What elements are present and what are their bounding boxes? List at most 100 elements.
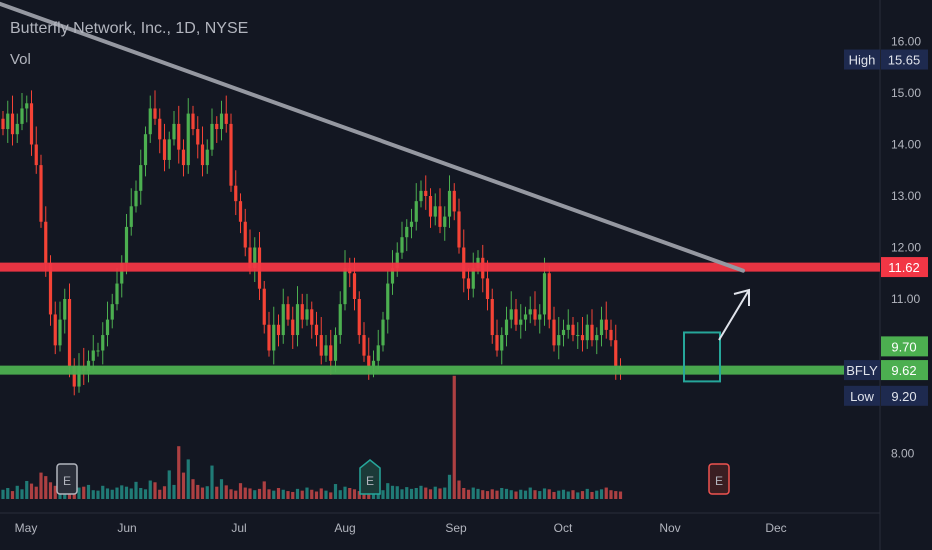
volume-bar: [82, 486, 86, 499]
volume-bar: [120, 485, 124, 499]
volume-bar: [319, 488, 323, 499]
price-axis-tags: High 15.65 11.62 9.70 BFLY 9.62 Low 9.20: [844, 49, 928, 406]
volume-bar: [447, 474, 452, 499]
earnings-marker[interactable]: E: [359, 459, 381, 495]
low-tag[interactable]: Low 9.20: [844, 385, 928, 406]
candle-body: [229, 123, 233, 186]
volume-bar: [542, 488, 547, 499]
candle-body: [191, 113, 195, 130]
highlight-box[interactable]: [683, 331, 721, 383]
candle-body: [447, 190, 452, 217]
candle-body: [333, 335, 338, 361]
current-price-tag-label: BFLY: [846, 363, 878, 378]
candle-body: [10, 113, 15, 135]
candle-body: [533, 309, 537, 320]
candle-body: [367, 355, 371, 366]
volume-bar: [162, 486, 167, 499]
candle-body: [595, 335, 599, 341]
volume-bar: [253, 490, 257, 499]
candlesticks: [1, 90, 623, 396]
support-tag[interactable]: 9.70: [881, 336, 928, 357]
volume-bar: [39, 472, 43, 499]
support-tag-value-bg: [881, 336, 928, 357]
current-price-tag[interactable]: BFLY 9.62: [844, 360, 928, 381]
volume-bar: [409, 488, 414, 499]
resistance-tag[interactable]: 11.62: [881, 257, 928, 278]
current-price-tag-value-bg: [881, 360, 928, 381]
volume-label: Vol: [10, 51, 31, 68]
volume-bar: [528, 487, 532, 499]
volume-bar: [367, 491, 371, 499]
candle-body: [604, 319, 608, 330]
candle-body: [514, 309, 518, 325]
volume-bar: [561, 489, 566, 499]
candle-body: [205, 149, 209, 166]
projection-arrow[interactable]: [718, 288, 750, 341]
volume-bar: [599, 489, 604, 499]
volume-bar: [466, 489, 471, 499]
resistance-tag-value-bg: [881, 257, 928, 278]
volume-bar: [124, 486, 129, 499]
candle-body: [381, 319, 385, 346]
volume-bar: [267, 489, 271, 499]
candle-body: [34, 144, 38, 166]
volume-bar: [96, 490, 100, 499]
candle-body: [571, 324, 575, 336]
trend-line[interactable]: [0, 0, 745, 273]
candle-body: [528, 309, 532, 315]
candle-body: [44, 221, 48, 263]
volume-bar: [504, 488, 509, 499]
candle-body: [215, 123, 219, 130]
volume-bar: [433, 486, 437, 499]
volume-bar: [438, 488, 442, 499]
volume-bar: [571, 490, 575, 499]
volume-bar: [457, 480, 461, 499]
price-axis[interactable]: 8.00 11.00 12.00 13.00 14.00 15.00 16.00: [891, 35, 921, 461]
candle-body: [523, 314, 528, 320]
candle-body: [272, 324, 276, 351]
price-tick-label: 15.00: [891, 86, 921, 100]
candle-body: [63, 299, 67, 320]
time-axis[interactable]: May Jun Jul Aug Sep Oct Nov Dec: [15, 521, 787, 535]
earnings-marker[interactable]: E: [708, 463, 730, 495]
candle-body: [509, 309, 513, 320]
volume-bar: [224, 485, 228, 499]
volume-bar: [53, 485, 57, 499]
candle-body: [291, 319, 295, 336]
volume-bar: [15, 485, 19, 499]
candle-body: [614, 340, 618, 366]
volume-bar: [215, 486, 219, 499]
volume-bar: [352, 489, 357, 499]
earnings-badge: [359, 459, 381, 495]
volume-bar: [490, 489, 494, 499]
volume-bar: [295, 488, 300, 499]
volume-bar: [48, 482, 53, 499]
low-tag-value-bg: [881, 385, 928, 406]
candle-body: [243, 221, 247, 248]
candle-body: [15, 123, 19, 135]
high-tag[interactable]: High 15.65: [844, 49, 928, 70]
volume-bar: [238, 483, 243, 499]
candle-body: [105, 319, 110, 336]
volume-bar: [167, 470, 171, 499]
earnings-marker[interactable]: E: [56, 463, 78, 495]
volume-bar: [485, 491, 490, 499]
support-tag-value: 9.70: [891, 339, 916, 354]
earnings-label: E: [715, 474, 723, 488]
candle-body: [495, 335, 499, 351]
candle-body: [433, 206, 437, 217]
candle-body: [67, 299, 72, 366]
time-tick-label: Jun: [117, 521, 136, 535]
candle-body: [172, 123, 176, 140]
volume-bar: [6, 488, 10, 499]
candle-body: [386, 283, 390, 320]
candle-body: [124, 226, 129, 263]
volume-bar: [310, 489, 314, 499]
candle-body: [1, 118, 5, 130]
volume-bar: [200, 487, 205, 499]
candle-body: [248, 247, 252, 269]
price-tick-label: 12.00: [891, 241, 921, 255]
volume-bar: [590, 491, 594, 499]
